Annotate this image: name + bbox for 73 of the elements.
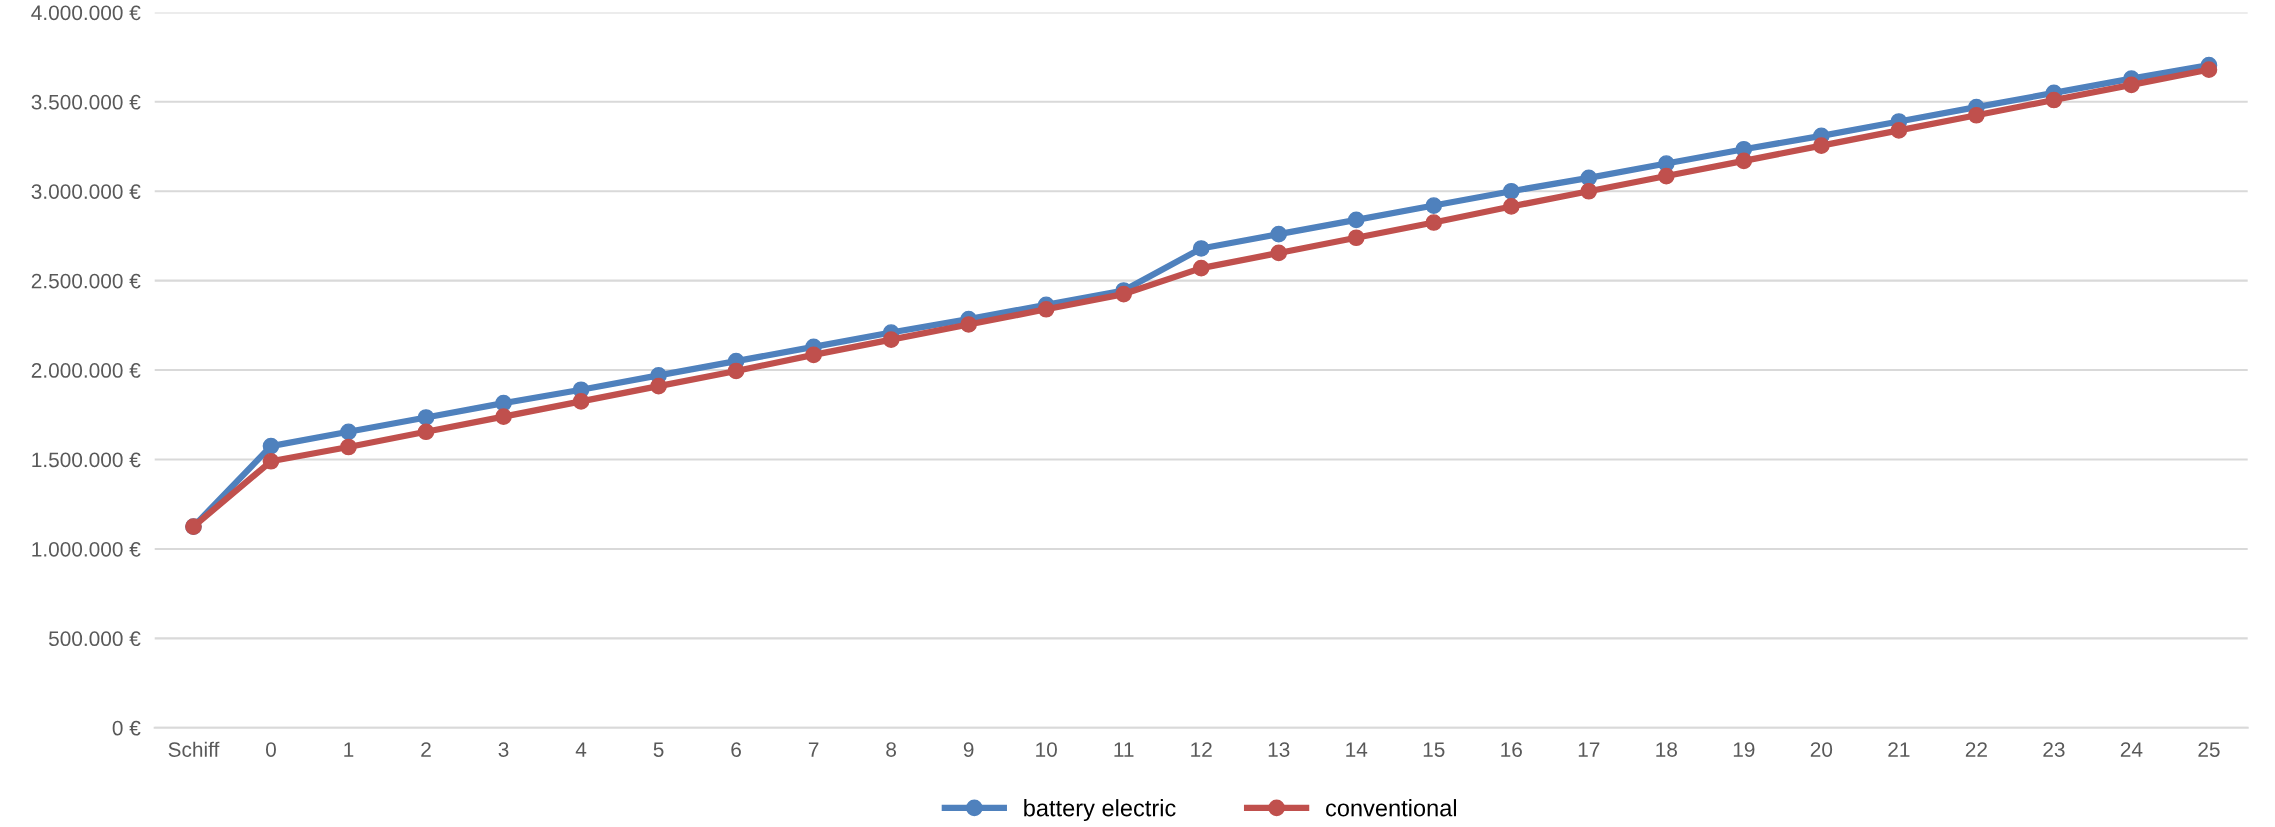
point — [2200, 61, 2218, 78]
x-tick-label: 20 — [1810, 742, 1833, 757]
point — [805, 346, 822, 364]
x-tick-label: 15 — [1423, 742, 1445, 757]
point — [1968, 106, 1985, 124]
point — [1502, 198, 1520, 215]
point — [1735, 152, 1753, 170]
point — [340, 423, 357, 441]
x-tick-label: 4 — [575, 742, 587, 757]
y-tick-label: 2.000.000 € — [31, 363, 141, 378]
point — [262, 437, 280, 455]
x-tick-label: Schiff — [168, 741, 220, 757]
point — [1347, 229, 1365, 247]
x-tick-label: 13 — [1268, 742, 1290, 757]
x-tick-label: 25 — [2198, 742, 2220, 757]
x-tick-label: 19 — [1733, 742, 1755, 757]
x-tick-label: 18 — [1656, 742, 1677, 757]
x-tick-label: 24 — [2120, 742, 2143, 757]
point — [1657, 167, 1675, 185]
x-tick-label: 22 — [1965, 742, 1987, 757]
x-tick-label: 14 — [1346, 742, 1368, 757]
x-tick-label: 16 — [1501, 742, 1522, 757]
y-tick-label: 1.000.000 € — [32, 541, 141, 557]
point — [340, 438, 357, 456]
point — [1270, 244, 1288, 262]
y-tick-label: 3.500.000 € — [31, 94, 141, 110]
legend-label: conventional — [1326, 799, 1457, 817]
x-tick-label: 12 — [1191, 742, 1212, 757]
point — [1425, 214, 1443, 231]
x-tick-label: 0 — [266, 742, 276, 757]
point — [1580, 182, 1598, 200]
x-tick-label: 5 — [653, 742, 664, 757]
point — [1425, 197, 1443, 214]
x-tick-label: 17 — [1578, 742, 1600, 757]
point — [1192, 240, 1210, 257]
y-tick-label: 2.500.000 € — [31, 273, 141, 289]
point — [960, 316, 977, 333]
y-tick-label: 3.000.000 € — [31, 184, 141, 199]
y-tick-label: 0 € — [112, 720, 141, 736]
point — [1502, 182, 1520, 200]
x-tick-label: 21 — [1888, 742, 1910, 757]
point — [1115, 285, 1133, 303]
x-tick-label: 9 — [963, 742, 974, 757]
point — [1037, 300, 1055, 318]
point — [572, 393, 590, 410]
point — [262, 452, 280, 470]
y-tick-label: 500.000 € — [48, 631, 141, 647]
point — [417, 423, 435, 441]
x-tick-label: 7 — [808, 742, 819, 757]
point — [882, 331, 900, 349]
point — [1270, 225, 1288, 243]
point — [495, 394, 512, 412]
point — [1890, 122, 1908, 139]
x-tick-label: 2 — [421, 742, 431, 757]
point — [417, 409, 435, 426]
x-tick-label: 1 — [344, 742, 354, 757]
x-tick-label: 6 — [731, 742, 741, 757]
point — [727, 362, 745, 380]
point — [2045, 91, 2063, 109]
point — [1192, 259, 1210, 277]
x-tick-label: 10 — [1036, 742, 1057, 757]
y-tick-label: 1.500.000 € — [32, 452, 141, 468]
point — [2123, 76, 2140, 94]
point — [1347, 211, 1365, 229]
point — [495, 408, 512, 425]
y-tick-label: 4.000.000 € — [31, 5, 141, 21]
x-tick-label: 11 — [1114, 742, 1134, 757]
point — [1813, 137, 1830, 154]
point — [650, 377, 667, 395]
x-tick-label: 23 — [2043, 742, 2065, 757]
legend-label: battery electric — [1024, 799, 1176, 822]
x-tick-label: 3 — [498, 742, 509, 757]
x-tick-label: 8 — [886, 742, 897, 757]
